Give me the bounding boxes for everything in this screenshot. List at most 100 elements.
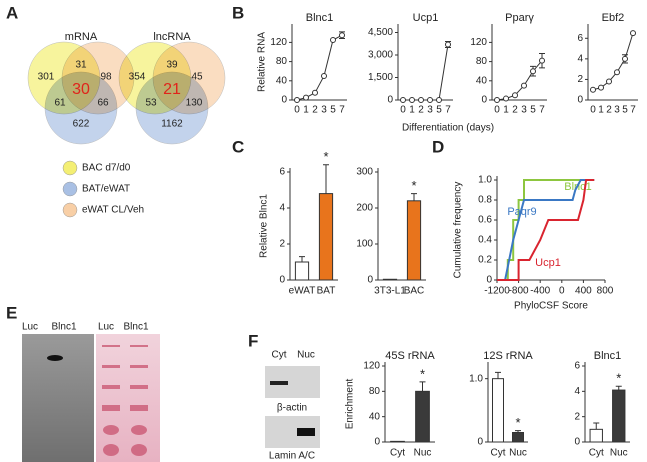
legend-label: BAC d7/d0: [82, 163, 131, 174]
y-tick-label: 0.6: [478, 215, 492, 226]
legend-swatch: [62, 202, 78, 218]
x-tick-label: 3: [521, 105, 527, 116]
data-point: [539, 57, 545, 64]
x-tick-label: 0: [294, 105, 300, 116]
x-tick-label: 3: [427, 105, 433, 116]
lane-label: Nuc: [297, 350, 315, 361]
venn-count: 301: [38, 72, 55, 83]
y-tick-label: 2: [577, 74, 583, 85]
venn-circle: [44, 71, 118, 145]
chart-title: 12S rRNA: [483, 350, 533, 362]
x-tick-label: eWAT: [289, 286, 316, 297]
x-tick-label: 3: [614, 105, 620, 116]
error-bar: [615, 385, 622, 391]
y-tick-label: 1,500: [368, 72, 393, 83]
legend-label: eWAT CL/Veh: [82, 205, 144, 216]
venn-count: 622: [73, 119, 90, 130]
x-tick-label: 7: [630, 105, 636, 116]
significance-mark: *: [323, 149, 328, 164]
bar: [294, 261, 310, 281]
y-tick-label: 80: [476, 56, 488, 67]
bar: [390, 440, 405, 443]
x-tick-label: Cyt: [390, 448, 405, 459]
x-axis-label: Differentiation (days): [402, 123, 494, 134]
data-point: [521, 82, 527, 89]
y-tick-label: 80: [369, 386, 381, 397]
y-axis-label: Cumulative frequency: [453, 182, 464, 279]
blot-band: [270, 381, 288, 385]
error-bar: [299, 256, 305, 262]
y-tick-label: 1.0: [478, 175, 492, 186]
panel-label: F: [248, 331, 258, 350]
x-tick-label: 3T3-L1: [374, 286, 406, 297]
data-point: [503, 95, 509, 102]
x-tick-label: 2: [512, 105, 518, 116]
bar: [512, 432, 524, 443]
lane-label: Luc: [22, 322, 38, 333]
venn-count: 61: [54, 98, 66, 109]
y-tick-label: 100: [356, 239, 373, 250]
data-point: [321, 73, 327, 79]
lane-label: Blnc1: [123, 322, 148, 333]
x-tick-label: -400: [530, 286, 550, 297]
x-tick-label: 0: [400, 105, 406, 116]
data-point: [630, 30, 636, 37]
bar: [492, 378, 504, 443]
y-axis-label: Relative Blnc1: [259, 194, 270, 258]
venn-circle: [135, 71, 209, 145]
series-line: [592, 32, 634, 91]
venn-count: 39: [166, 60, 178, 71]
protein-label: β-actin: [277, 403, 307, 414]
x-tick-label: 0: [559, 286, 565, 297]
x-tick-label: 7: [339, 105, 345, 116]
data-point: [418, 97, 424, 103]
x-tick-label: Nuc: [414, 448, 432, 459]
x-tick-label: Cyt: [491, 448, 506, 459]
data-point: [312, 89, 318, 96]
y-tick-label: 0: [481, 95, 487, 106]
series-label: Paqr9: [507, 206, 536, 218]
y-tick-label: 40: [476, 75, 488, 86]
legend-swatch: [62, 181, 78, 197]
blot-band: [297, 428, 315, 436]
chart-title: Ebf2: [602, 12, 625, 24]
y-tick-label: 120: [270, 37, 287, 48]
x-tick-label: 1: [598, 105, 604, 116]
chart-title: Pparγ: [505, 12, 534, 24]
x-tick-label: 7: [445, 105, 451, 116]
data-point: [400, 97, 406, 103]
bar: [612, 389, 626, 443]
data-point: [294, 97, 300, 103]
venn-count: 1162: [161, 119, 183, 130]
x-tick-label: -1200: [484, 286, 510, 297]
series-line: [497, 179, 595, 281]
y-tick-label: 120: [363, 361, 380, 372]
gel-band: [47, 355, 63, 361]
y-tick-label: 80: [276, 56, 288, 67]
ponceau-image: [96, 334, 160, 462]
venn-count: 31: [75, 60, 87, 71]
x-tick-label: Cyt: [589, 448, 604, 459]
chart-title: Ucp1: [413, 12, 439, 24]
y-tick-label: 200: [356, 203, 373, 214]
venn-title: mRNA: [65, 31, 98, 43]
lane-label: Luc: [98, 322, 114, 333]
bar: [415, 390, 430, 443]
y-tick-label: 0: [387, 95, 393, 106]
data-point: [494, 97, 500, 103]
legend-swatch: [62, 160, 78, 176]
lane-label: Cyt: [272, 350, 287, 361]
panel-label: A: [6, 3, 18, 22]
series-line: [497, 179, 595, 281]
y-tick-label: 2: [279, 239, 285, 250]
lane-label: Blnc1: [51, 322, 76, 333]
y-tick-label: 0.2: [478, 255, 492, 266]
y-tick-label: 6: [574, 361, 580, 372]
data-point: [530, 68, 536, 75]
y-tick-label: 0: [577, 95, 583, 106]
x-tick-label: Nuc: [610, 448, 628, 459]
error-bar: [515, 430, 521, 433]
y-axis-label: Enrichment: [345, 378, 356, 429]
x-tick-label: 1: [303, 105, 309, 116]
